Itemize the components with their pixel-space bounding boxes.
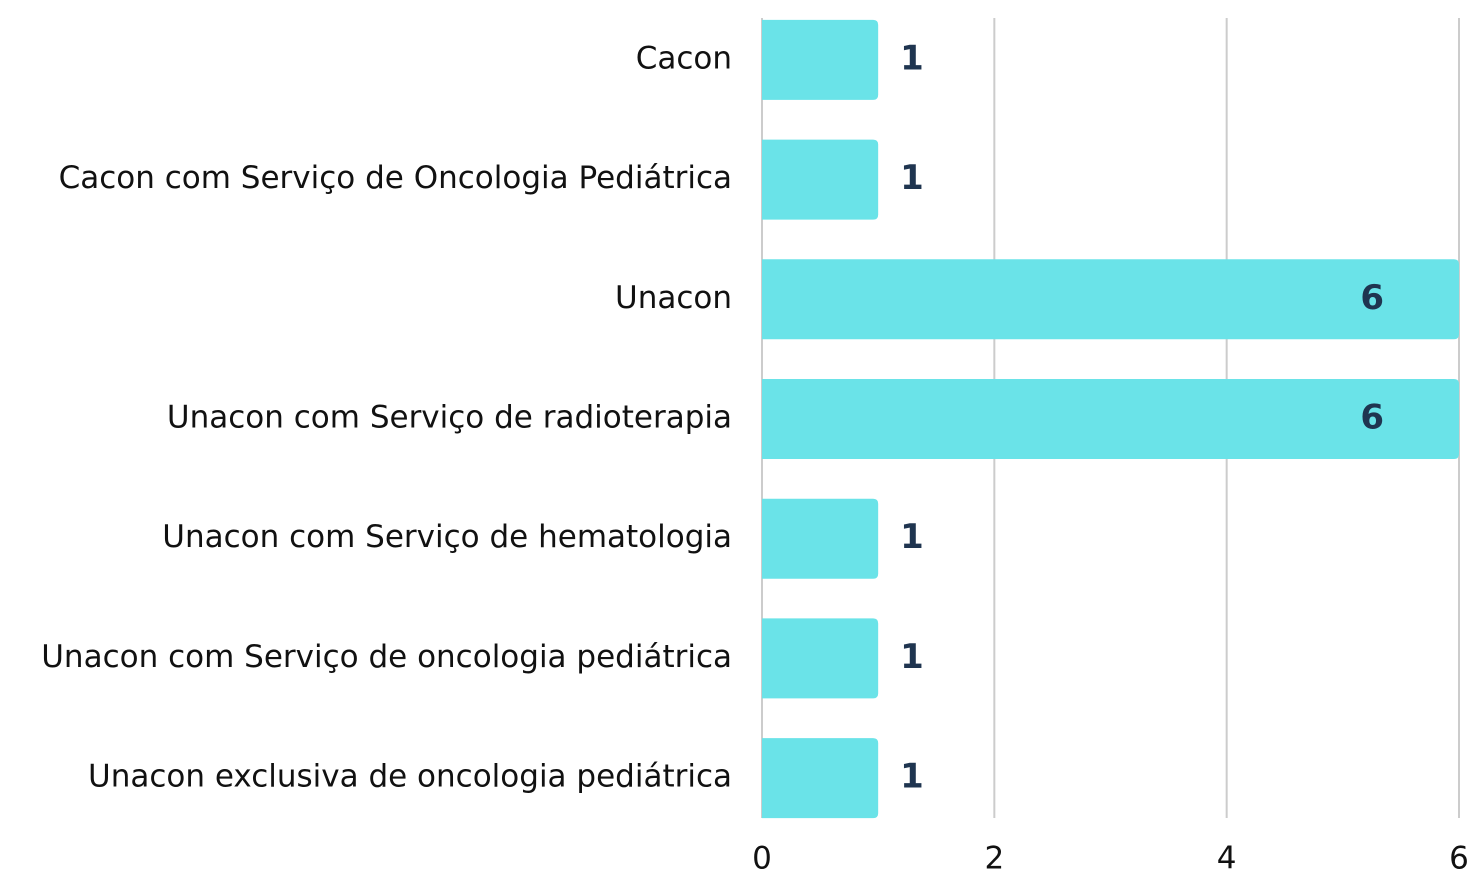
- x-tick-label: 0: [752, 841, 772, 877]
- y-tick-label: Unacon exclusiva de oncologia pediátrica: [88, 759, 732, 795]
- x-tick-label: 6: [1449, 841, 1469, 877]
- y-tick-label: Unacon: [615, 280, 732, 316]
- value-label: 1: [900, 38, 924, 78]
- x-tick-label: 4: [1217, 841, 1237, 877]
- value-label: 6: [1360, 398, 1384, 438]
- value-label: 1: [900, 517, 924, 557]
- bar: [762, 498, 879, 579]
- bar: [762, 19, 879, 100]
- bar: [762, 259, 1459, 340]
- bar: [762, 738, 879, 819]
- value-label: 1: [900, 158, 924, 198]
- value-label: 6: [1360, 278, 1384, 318]
- bar: [762, 379, 1459, 459]
- y-tick-label: Unacon com Serviço de hematologia: [162, 519, 732, 555]
- bar: [762, 139, 879, 220]
- bar: [762, 618, 879, 699]
- y-tick-label: Cacon com Serviço de Oncologia Pediátric…: [59, 160, 732, 196]
- value-label: 1: [900, 757, 924, 797]
- y-tick-label: Unacon com Serviço de oncologia pediátri…: [41, 639, 732, 675]
- x-tick-label: 2: [984, 841, 1004, 877]
- y-tick-label: Cacon: [636, 40, 732, 76]
- value-label: 1: [900, 637, 924, 677]
- y-tick-label: Unacon com Serviço de radioterapia: [167, 400, 732, 436]
